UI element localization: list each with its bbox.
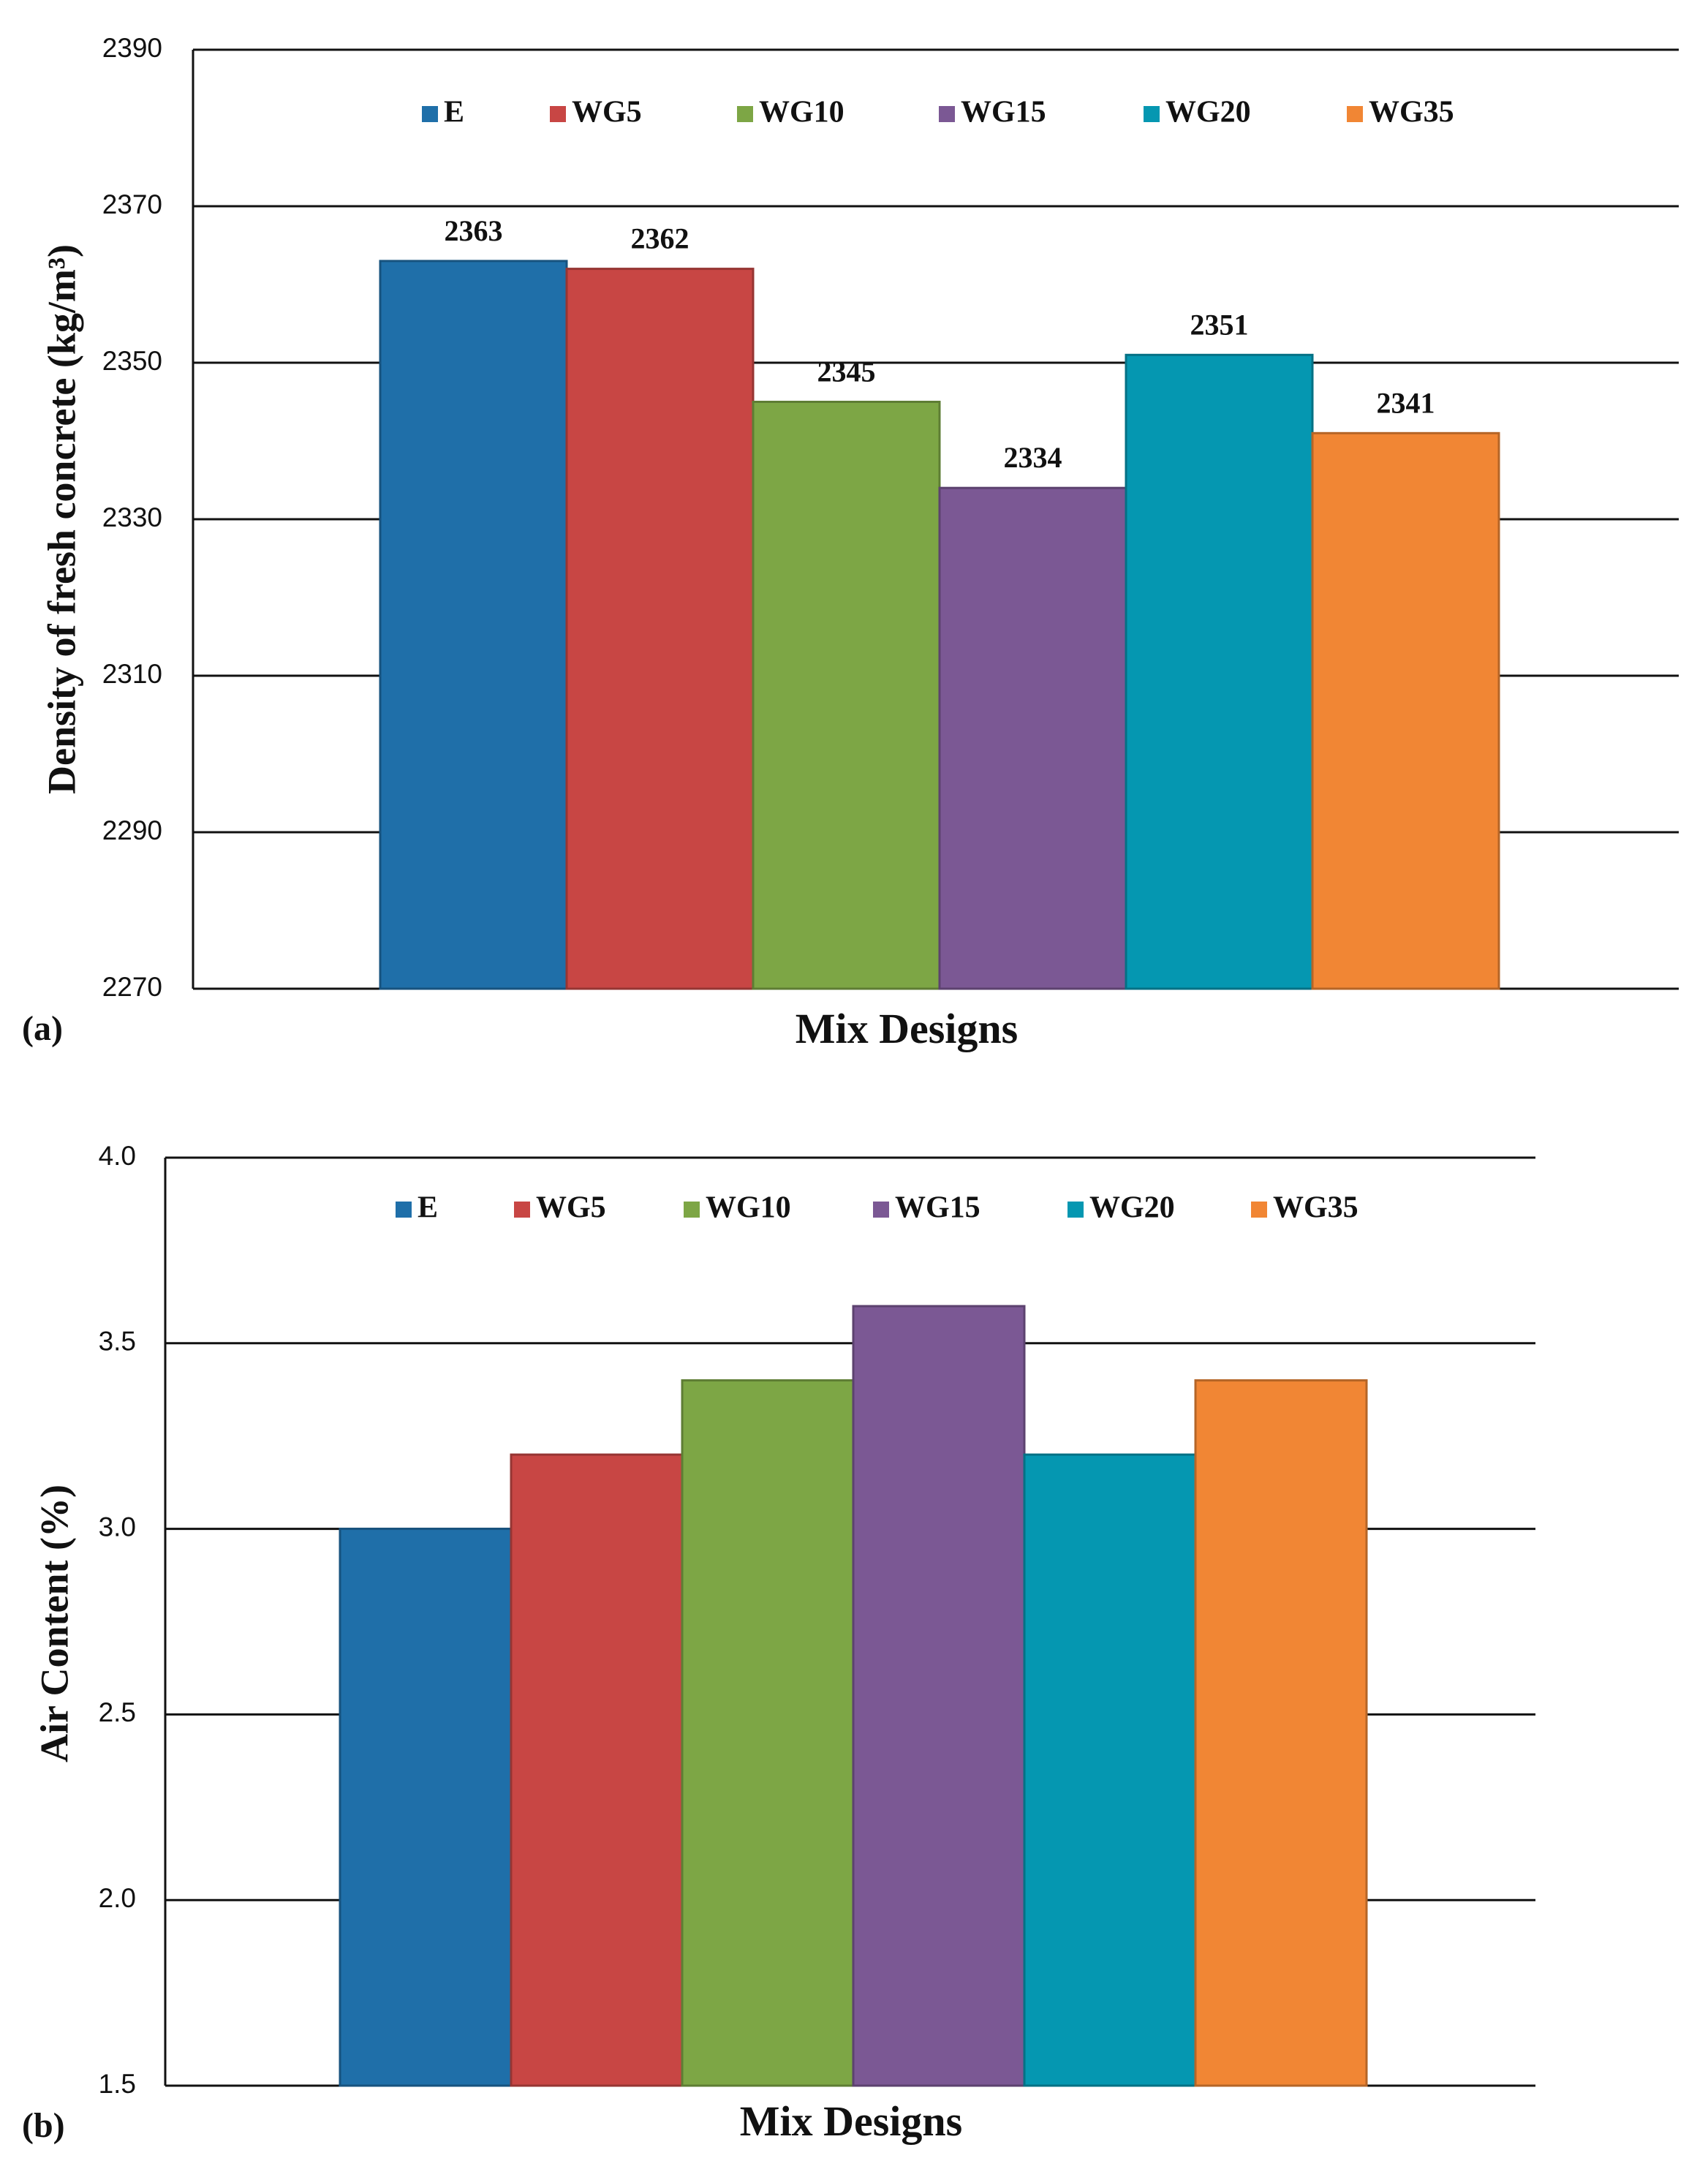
y-tick-label: 2350 [102, 346, 162, 376]
legend-swatch-wg5 [514, 1202, 530, 1218]
bar-e [339, 1528, 513, 2087]
legend-label-wg15: WG15 [895, 1191, 980, 1225]
density-chart: 2270 2290 2310 2330 2350 2370 2390 2363 2362 234… [22, 33, 1679, 1052]
legend-swatch-e [396, 1202, 412, 1218]
legend-swatch-wg5 [550, 106, 566, 122]
y-tick-label: 2310 [102, 659, 162, 689]
legend-swatch-wg20 [1068, 1202, 1084, 1218]
data-label-wg15: 2334 [1004, 441, 1062, 474]
y-tick-label: 2.5 [99, 1697, 136, 1727]
x-axis-title-a: Mix Designs [796, 1005, 1019, 1052]
legend-swatch-e [422, 106, 438, 122]
legend-swatch-wg10 [684, 1202, 700, 1218]
legend-label-wg20: WG20 [1165, 96, 1251, 129]
data-label-wg35: 2341 [1377, 386, 1435, 419]
bar-wg35 [1194, 1379, 1368, 2087]
data-label-e: 2363 [445, 214, 503, 247]
y-tick-label: 3.0 [99, 1512, 136, 1542]
y-tick-label: 2390 [102, 33, 162, 63]
y-axis-title-b: Air Content (%) [32, 1485, 76, 1762]
bar-wg35 [1311, 431, 1500, 990]
legend-swatch-wg35 [1251, 1202, 1267, 1218]
legend-label-e: E [444, 96, 464, 129]
legend-label-wg20: WG20 [1089, 1191, 1175, 1225]
data-label-wg20: 2351 [1190, 308, 1249, 341]
legend-label-wg5: WG5 [572, 96, 642, 129]
bar-wg15 [852, 1305, 1026, 2087]
y-tick-label: 1.5 [99, 2069, 136, 2099]
panel-label-b: (b) [22, 2106, 65, 2145]
air-content-chart: 1.52.02.53.03.54.0 E WG5 WG10 WG15 WG20 WG35 … [22, 1141, 1535, 2145]
legend-swatch-wg35 [1347, 106, 1363, 122]
bar-wg10 [681, 1379, 855, 2087]
y-tick-label: 4.0 [99, 1141, 136, 1171]
legend-label-wg10: WG10 [706, 1191, 791, 1225]
bar-wg10 [752, 401, 941, 990]
bar-wg20 [1023, 1453, 1197, 2087]
y-tick-labels-b: 1.5 2.0 2.5 3.0 3.5 4.0 [99, 1141, 136, 2099]
legend-label-e: E [417, 1191, 438, 1225]
bar-wg20 [1125, 353, 1314, 990]
legend-label-wg35: WG35 [1369, 96, 1454, 129]
data-label-wg5: 2362 [631, 222, 689, 255]
bars-b [339, 1305, 1368, 2087]
y-tick-label: 3.5 [99, 1327, 136, 1357]
y-tick-label: 2330 [102, 502, 162, 532]
y-tick-label: 2290 [102, 815, 162, 845]
legend-label-wg10: WG10 [759, 96, 844, 129]
legend-swatch-wg10 [737, 106, 753, 122]
x-axis-title-b: Mix Designs [740, 2097, 963, 2145]
legend-b: E WG5 WG10 WG15 WG20 WG35 [396, 1191, 1359, 1225]
legend-swatch-wg15 [873, 1202, 889, 1218]
legend-a: E WG5 WG10 WG15 WG20 WG35 [422, 96, 1454, 129]
y-tick-label: 2370 [102, 189, 162, 219]
panel-label-a: (a) [22, 1009, 63, 1048]
legend-label-wg5: WG5 [536, 1191, 606, 1225]
bar-wg5 [565, 268, 755, 990]
bar-wg15 [938, 486, 1127, 990]
y-tick-labels-a: 2270 2290 2310 2330 2350 2370 2390 [102, 33, 162, 1002]
data-label-wg10: 2345 [817, 355, 876, 388]
legend-label-wg15: WG15 [961, 96, 1046, 129]
bar-wg5 [510, 1453, 684, 2087]
y-axis-title-a: Density of fresh concrete (kg/m³) [39, 244, 83, 794]
legend-label-wg35: WG35 [1273, 1191, 1359, 1225]
data-labels-a: 2363 2362 2345 2334 2351 2341 [445, 214, 1435, 474]
bar-e [379, 260, 568, 990]
y-tick-label: 2.0 [99, 1883, 136, 1913]
legend-swatch-wg20 [1144, 106, 1160, 122]
y-tick-label: 2270 [102, 972, 162, 1002]
bars-a [379, 260, 1500, 990]
legend-swatch-wg15 [939, 106, 955, 122]
